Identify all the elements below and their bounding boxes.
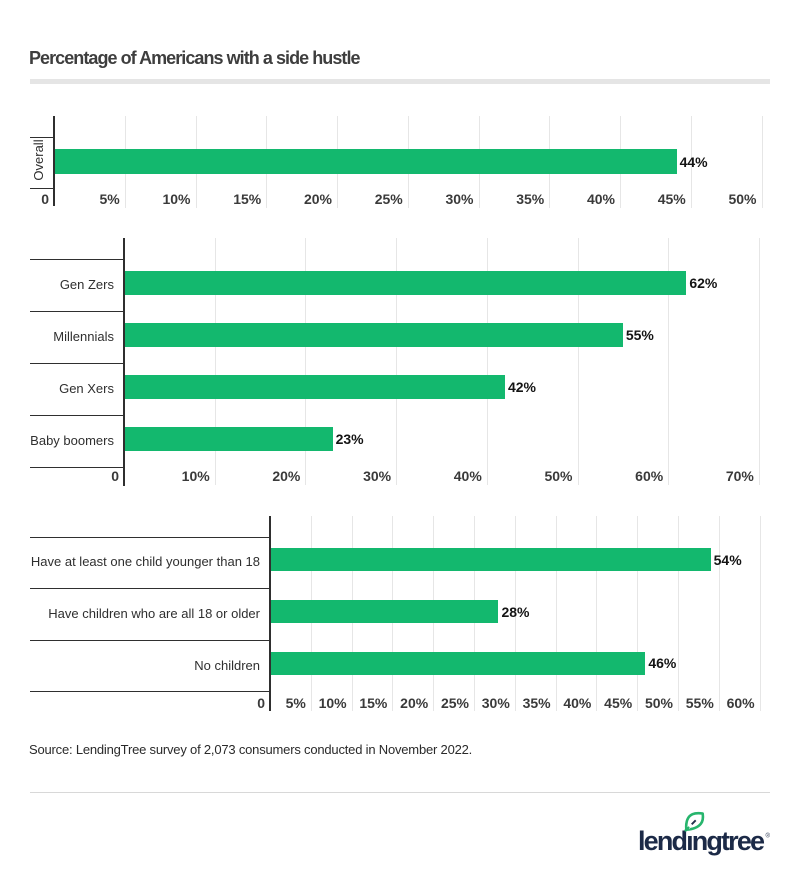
svg-text:lendıngtree: lendıngtree (638, 826, 765, 856)
svg-text:®: ® (766, 833, 771, 840)
